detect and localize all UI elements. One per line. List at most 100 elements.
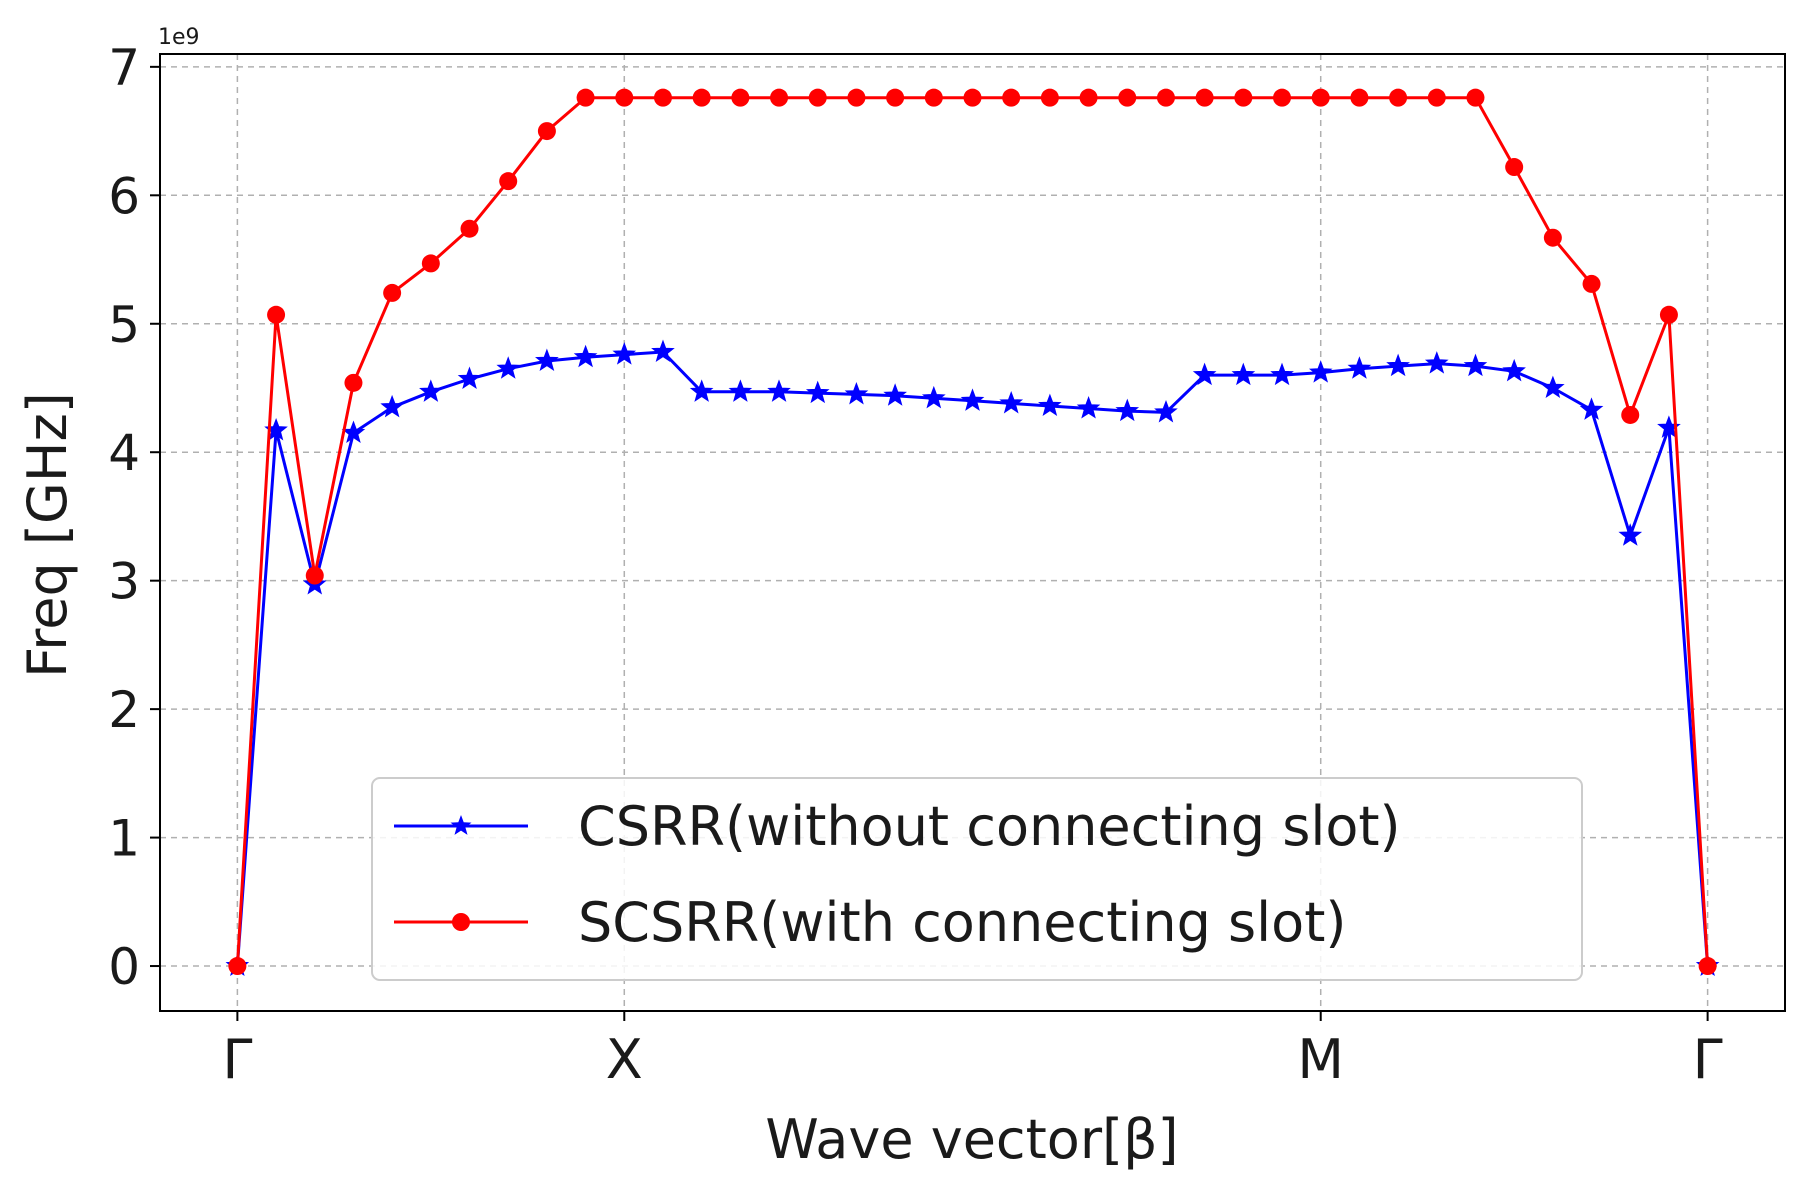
data-point [496,356,521,379]
series-scsrr [228,88,1717,976]
x-axis-label: Wave vector[β] [765,1108,1178,1171]
data-point [1076,396,1101,419]
data-point [537,122,556,141]
data-point [731,88,750,107]
data-point [963,88,982,107]
data-point [228,957,247,976]
data-point [1541,375,1565,399]
legend-marker-scsrr [452,913,470,931]
data-point [1427,88,1446,107]
data-point [457,366,482,390]
legend-marker-csrr [450,815,472,835]
data-point [960,388,985,411]
data-point [573,344,598,368]
data-point [1040,88,1059,107]
data-point [1424,351,1449,374]
y-offset-label: 1e9 [158,25,200,50]
data-point [1270,362,1294,386]
data-point [1115,398,1140,422]
plot-frame [159,53,1786,1012]
data-point [305,566,324,585]
data-point [421,254,440,273]
legend-box [371,777,1583,981]
data-point [460,219,479,238]
data-point [1002,88,1021,107]
data-point [1463,353,1488,377]
data-point [999,390,1024,414]
x-tick-label: M [1297,1028,1344,1091]
data-point [499,172,518,191]
y-tick-label: 0 [108,938,140,996]
data-point [728,379,753,402]
data-point [1192,362,1217,386]
data-point [1038,393,1062,417]
data-point [808,88,827,107]
y-tick-label: 1 [108,810,140,868]
data-point [924,88,943,107]
data-point [267,305,286,324]
data-point [653,88,672,107]
data-point [615,88,634,107]
y-axis-label: Freq [GHz] [16,392,79,678]
data-point [1502,358,1526,382]
data-point [847,88,866,107]
data-point [1466,88,1485,107]
y-tick-label: 7 [108,39,140,97]
data-point [1234,88,1253,107]
legend-label-csrr: CSRR(without connecting slot) [578,795,1401,858]
data-point [383,283,402,302]
data-point [1386,353,1410,377]
data-point [921,385,946,409]
data-point [883,383,907,406]
data-point [576,88,595,107]
x-tick-label: X [606,1028,643,1091]
data-point [1350,88,1369,107]
data-point [805,380,830,404]
legend-label-scsrr: SCSRR(with connecting slot) [578,891,1346,954]
data-point [689,379,714,402]
data-point [1659,305,1678,324]
legend: CSRR(without connecting slot) SCSRR(with… [371,777,1583,981]
legend-circle-marker [452,913,470,931]
data-point [1273,88,1292,107]
data-point [419,379,443,402]
data-point [1118,88,1137,107]
data-point [612,342,637,365]
x-tick-label: Γ [222,1028,252,1091]
data-point [886,88,905,107]
data-point [1621,405,1640,424]
data-point [1698,957,1717,976]
data-point [1505,158,1524,177]
x-tick-label: Γ [1693,1028,1723,1091]
data-point [1389,88,1408,107]
data-point [1582,274,1601,293]
data-point [651,339,675,363]
axes-layer: 0 1 2 3 4 5 6 7 Γ X M Γ [108,39,1722,1091]
y-tick-label: 3 [108,553,140,611]
data-point [1154,399,1178,423]
y-tick-label: 6 [108,167,140,225]
data-point [1195,88,1214,107]
data-point [1311,88,1330,107]
data-point [844,381,869,405]
data-point [692,88,711,107]
y-tick-label: 2 [108,681,140,739]
y-tick-label: 4 [108,424,140,482]
data-point [1231,362,1256,386]
data-point [1543,228,1562,247]
y-tick-label: 5 [108,296,140,354]
data-point [1347,356,1372,379]
data-point [1308,360,1333,383]
data-point [770,88,789,107]
data-point [767,379,791,402]
data-point [1618,523,1643,546]
series-csrr [225,339,1720,977]
data-point [535,348,559,372]
data-point [380,394,404,418]
data-point [1156,88,1175,107]
data-point [1579,397,1604,420]
series-layer [225,88,1720,977]
data-point [1079,88,1098,107]
